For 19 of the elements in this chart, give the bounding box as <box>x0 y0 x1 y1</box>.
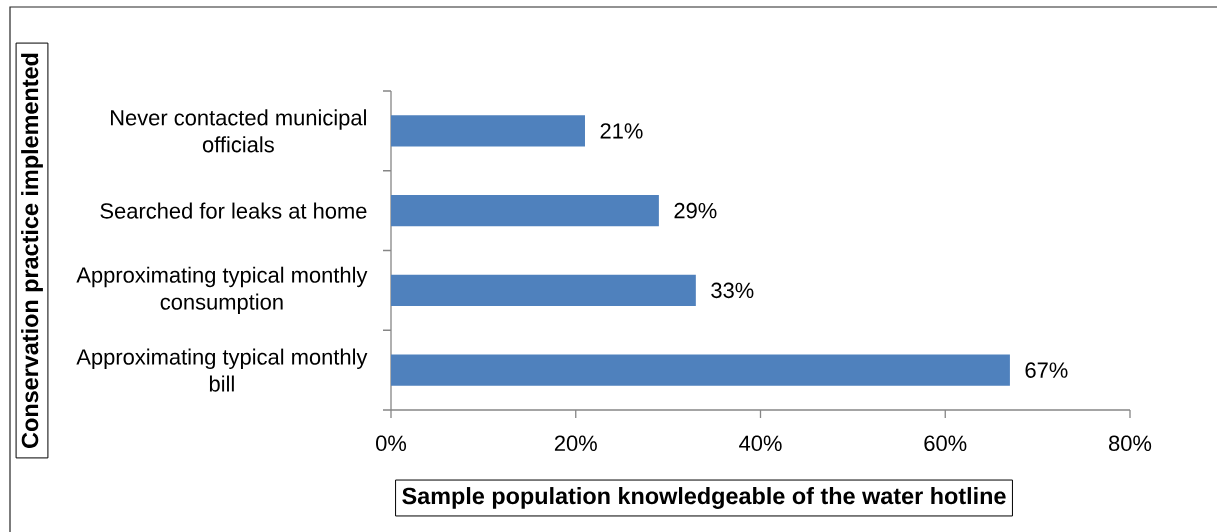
data-label: 21% <box>600 123 643 139</box>
x-axis-title: Sample population knowledgeable of the water hotline <box>402 487 1006 509</box>
bar <box>391 274 696 306</box>
y-axis-title: Conservation practice implemented <box>21 53 43 448</box>
bar <box>391 195 659 227</box>
data-label: 67% <box>1025 362 1068 378</box>
data-label: 33% <box>711 282 754 299</box>
data-label: 29% <box>674 202 717 219</box>
y-tick-label: Approximating typical monthly bill <box>76 348 368 392</box>
x-tick-label: 20% <box>554 435 597 452</box>
x-tick-label: 80% <box>1109 435 1152 452</box>
y-tick-label: Searched for leaks at home <box>100 202 367 219</box>
x-tick-label: 40% <box>739 435 782 452</box>
y-tick-label: Approximating typical monthly consumption <box>76 266 368 315</box>
bar <box>391 354 1010 386</box>
x-tick-label: 60% <box>924 435 967 452</box>
y-tick-label: Never contacted municipal officials <box>111 109 366 153</box>
x-tick-label: 0% <box>376 435 407 452</box>
bar <box>391 115 585 147</box>
